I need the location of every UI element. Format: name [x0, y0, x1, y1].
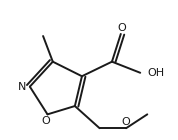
Text: OH: OH [147, 68, 164, 78]
Text: O: O [117, 23, 126, 33]
Text: N: N [18, 82, 26, 92]
Text: O: O [41, 116, 50, 126]
Text: O: O [122, 117, 130, 127]
